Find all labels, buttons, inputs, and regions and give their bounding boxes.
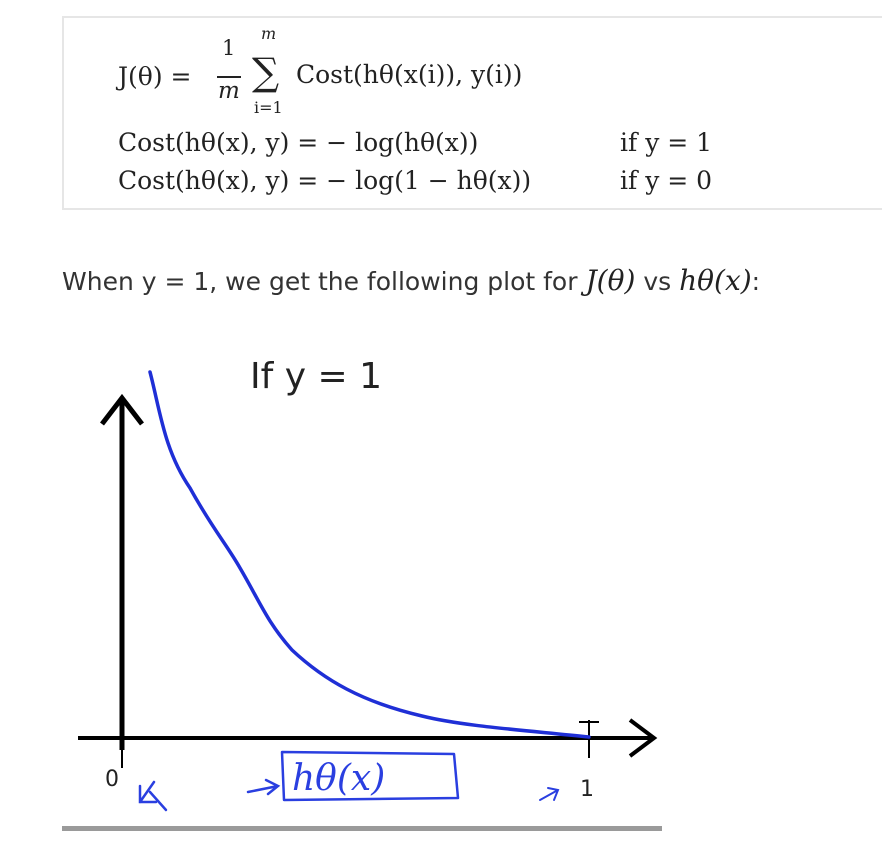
x-label-highlight-box bbox=[280, 750, 460, 802]
caption-prefix: When y = 1, we get the following plot fo… bbox=[62, 267, 578, 296]
case-y0-condition: if y = 0 bbox=[620, 166, 713, 195]
cost-curve bbox=[148, 370, 591, 739]
pointer-arrow-origin bbox=[138, 780, 168, 812]
fraction-bar bbox=[217, 76, 241, 78]
sum-upper-limit: m bbox=[261, 24, 277, 43]
fraction-numerator: 1 bbox=[222, 36, 236, 60]
y-axis-arrowhead bbox=[100, 393, 144, 426]
caption-math-j-theta: J(θ) bbox=[585, 264, 636, 297]
cost-plot-svg: If y = 1 0 1 hθ(x) bbox=[78, 356, 658, 812]
x-axis-label: hθ(x) bbox=[292, 758, 385, 799]
caption-suffix: : bbox=[751, 267, 761, 296]
plot-bottom-rule bbox=[62, 826, 662, 831]
fraction-denominator: m bbox=[218, 78, 240, 104]
case-y1-condition: if y = 1 bbox=[620, 128, 713, 157]
caption-math-h-theta: hθ(x) bbox=[679, 264, 752, 297]
pointer-arrow-end bbox=[539, 787, 560, 801]
x-axis-arrowhead bbox=[628, 718, 658, 758]
pointer-arrow-label bbox=[246, 778, 281, 796]
cost-function-lhs: J(θ) = bbox=[118, 62, 192, 91]
cost-formula-box: J(θ) = 1 m m ∑ i=1 Cost(hθ(x(i)), y(i)) … bbox=[62, 16, 882, 210]
x-origin-label: 0 bbox=[105, 767, 119, 792]
plot-caption: When y = 1, we get the following plot fo… bbox=[62, 264, 760, 297]
cost-plot: If y = 1 0 1 hθ(x) bbox=[62, 340, 662, 830]
sum-body: Cost(hθ(x(i)), y(i)) bbox=[296, 60, 523, 89]
x-end-label: 1 bbox=[580, 777, 594, 802]
case-y1-expression: Cost(hθ(x), y) = − log(hθ(x)) bbox=[118, 128, 479, 157]
sum-lower-limit: i=1 bbox=[254, 98, 283, 117]
case-y0-expression: Cost(hθ(x), y) = − log(1 − hθ(x)) bbox=[118, 166, 532, 195]
sum-symbol: ∑ bbox=[252, 50, 280, 94]
plot-title: If y = 1 bbox=[250, 356, 382, 397]
caption-middle: vs bbox=[643, 267, 672, 296]
